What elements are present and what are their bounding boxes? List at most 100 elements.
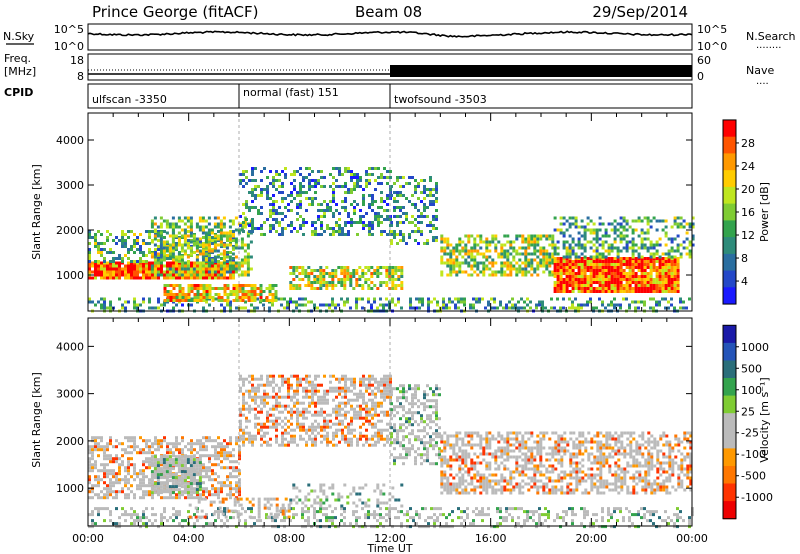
heatmap-cell — [317, 398, 320, 402]
heatmap-cell — [106, 448, 109, 452]
heatmap-cell — [269, 395, 272, 399]
heatmap-cell — [449, 267, 453, 271]
heatmap-cell — [400, 284, 404, 287]
heatmap-cell — [332, 431, 335, 435]
heatmap-cell — [275, 188, 278, 191]
heatmap-cell — [335, 443, 338, 447]
heatmap-cell — [207, 270, 211, 274]
heatmap-cell — [235, 299, 239, 302]
heatmap-cell — [383, 410, 386, 414]
heatmap-cell — [172, 445, 175, 449]
heatmap-cell — [145, 475, 148, 479]
heatmap-cell — [139, 436, 142, 440]
heatmap-cell — [226, 478, 229, 482]
heatmap-cell — [604, 284, 608, 287]
heatmap-cell — [350, 191, 353, 194]
heatmap-cell — [205, 445, 208, 449]
heatmap-cell — [420, 212, 423, 215]
heatmap-cell — [159, 216, 163, 220]
heatmap-cell — [377, 437, 380, 441]
heatmap-cell — [165, 455, 169, 459]
heatmap-cell — [190, 490, 193, 494]
heatmap-cell — [254, 422, 257, 426]
heatmap-cell — [198, 464, 202, 468]
heatmap-cell — [121, 233, 124, 236]
velocity-heatmap — [88, 374, 694, 529]
heatmap-cell — [94, 478, 97, 482]
heatmap-cell — [338, 227, 341, 230]
heatmap-cell — [400, 275, 404, 278]
heatmap-cell — [169, 448, 172, 452]
heatmap-cell — [559, 257, 563, 260]
heatmap-cell — [383, 380, 386, 384]
heatmap-cell — [148, 460, 151, 464]
heatmap-cell — [423, 185, 426, 188]
heatmap-cell — [628, 275, 632, 278]
heatmap-cell — [396, 215, 399, 218]
heatmap-cell — [397, 297, 400, 301]
heatmap-cell — [476, 243, 480, 247]
heatmap-cell — [511, 303, 514, 307]
heatmap-cell — [365, 419, 368, 423]
heatmap-cell — [320, 227, 323, 230]
heatmap-cell — [257, 212, 260, 215]
heatmap-cell — [106, 487, 109, 491]
heatmap-cell — [118, 481, 121, 485]
heatmap-cell — [145, 273, 148, 277]
heatmap-cell — [243, 270, 247, 274]
heatmap-cell — [574, 306, 577, 310]
heatmap-cell — [156, 470, 160, 474]
heatmap-cell — [219, 240, 223, 244]
heatmap-cell — [506, 255, 510, 259]
heatmap-cell — [106, 276, 109, 280]
heatmap-cell — [649, 255, 653, 259]
heatmap-cell — [661, 297, 664, 301]
heatmap-cell — [166, 270, 169, 274]
heatmap-cell — [124, 300, 127, 304]
heatmap-cell — [295, 306, 298, 310]
heatmap-cell — [322, 269, 326, 272]
heatmap-cell — [509, 270, 513, 274]
heatmap-cell — [150, 485, 154, 489]
heatmap-cell — [622, 275, 626, 278]
heatmap-cell — [142, 478, 145, 482]
heatmap-cell — [417, 227, 420, 230]
heatmap-cell — [487, 300, 490, 304]
heatmap-cell — [244, 300, 247, 304]
heatmap-cell — [257, 389, 260, 393]
heatmap-cell — [272, 218, 275, 221]
heatmap-cell — [118, 273, 121, 277]
heatmap-cell — [619, 281, 623, 284]
heatmap-cell — [435, 191, 438, 194]
heatmap-cell — [299, 173, 302, 176]
heatmap-cell — [139, 451, 142, 455]
heatmap-cell — [100, 273, 103, 277]
heatmap-cell — [385, 284, 389, 287]
heatmap-cell — [109, 276, 112, 280]
heatmap-cell — [187, 260, 190, 263]
heatmap-cell — [181, 439, 184, 443]
heatmap-cell — [488, 240, 492, 244]
heatmap-cell — [136, 487, 139, 491]
heatmap-cell — [637, 287, 641, 290]
heatmap-cell — [571, 266, 575, 269]
heatmap-cell — [100, 303, 103, 307]
heatmap-cell — [350, 173, 353, 176]
heatmap-cell — [595, 287, 599, 290]
heatmap-cell — [658, 278, 662, 281]
heatmap-cell — [299, 227, 302, 230]
heatmap-cell — [265, 299, 269, 302]
heatmap-cell — [257, 227, 260, 230]
heatmap-cell — [449, 270, 453, 274]
heatmap-cell — [169, 296, 173, 299]
heatmap-cell — [175, 273, 178, 277]
heatmap-cell — [472, 297, 475, 301]
heatmap-cell — [174, 222, 178, 226]
heatmap-cell — [484, 306, 487, 310]
heatmap-cell — [365, 224, 368, 227]
heatmap-cell — [278, 206, 281, 209]
heatmap-cell — [284, 176, 287, 179]
heatmap-cell — [289, 272, 293, 275]
heatmap-cell — [631, 287, 635, 290]
heatmap-cell — [637, 260, 641, 263]
